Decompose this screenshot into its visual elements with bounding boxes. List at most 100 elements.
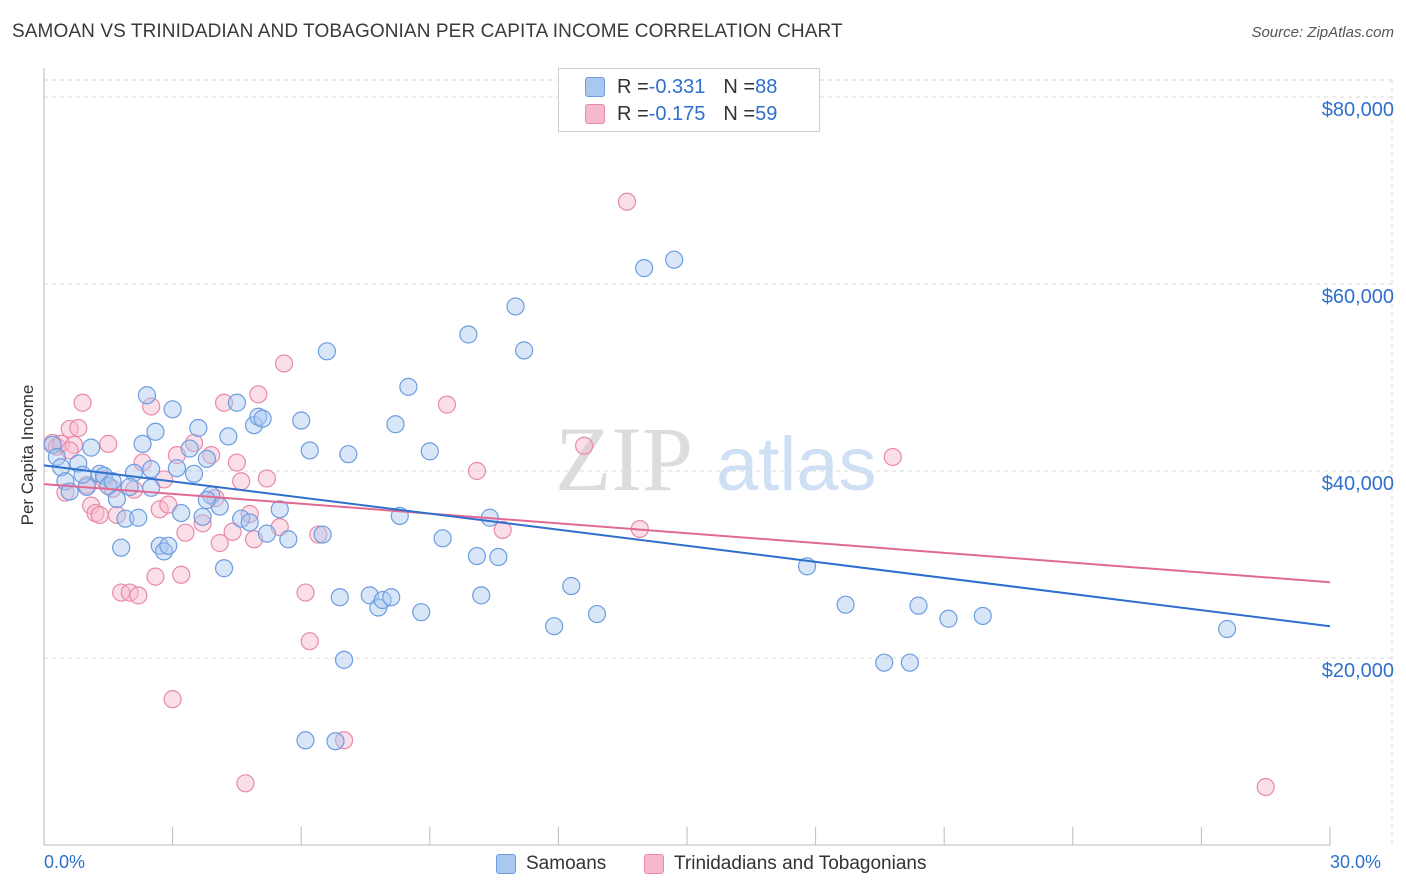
point-samoan <box>120 477 139 496</box>
point-samoan <box>382 588 401 607</box>
point-samoan <box>326 732 345 751</box>
x-tick-label-start: 0.0% <box>44 852 86 872</box>
point-samoan <box>489 547 508 567</box>
point-trinidadian <box>146 567 165 586</box>
point-trinidadian <box>210 533 229 553</box>
point-samoan <box>240 513 259 532</box>
point-trinidadian <box>249 385 268 404</box>
point-samoan <box>467 546 487 566</box>
point-samoan <box>292 411 311 430</box>
stats-row-samoans: R = -0.331 N = 88 <box>585 74 777 100</box>
point-samoan <box>193 507 212 526</box>
source-label: Source: ZipAtlas.com <box>1251 24 1394 41</box>
point-samoan <box>270 500 289 519</box>
point-trinidadian <box>214 393 234 412</box>
point-samoan <box>142 478 161 497</box>
point-samoan <box>399 377 418 396</box>
point-samoan <box>69 454 88 473</box>
point-samoan <box>386 415 405 434</box>
y-tick-label: $40,000 <box>1321 473 1394 495</box>
point-samoan <box>317 342 337 361</box>
point-samoan <box>296 731 315 750</box>
point-samoan <box>472 586 491 605</box>
y-tick-label: $60,000 <box>1321 286 1394 308</box>
point-samoan <box>47 447 66 467</box>
point-samoan <box>112 538 131 557</box>
point-samoan <box>909 596 928 615</box>
x-tick-label-end: 30.0% <box>1330 852 1382 872</box>
point-samoan <box>137 386 156 405</box>
point-samoan <box>300 441 319 460</box>
point-samoan <box>1218 619 1237 639</box>
point-samoan <box>939 609 958 628</box>
point-trinidadian <box>176 523 195 542</box>
point-samoan <box>587 604 607 624</box>
point-trinidadian <box>883 447 902 467</box>
point-samoan <box>184 464 204 483</box>
point-trinidadian <box>617 192 637 211</box>
point-samoan <box>163 400 182 419</box>
point-trinidadian <box>227 453 246 472</box>
point-trinidadian <box>223 522 242 541</box>
point-trinidadian <box>129 586 148 605</box>
point-samoan <box>412 603 431 622</box>
point-samoan <box>142 460 161 479</box>
point-samoan <box>227 393 246 412</box>
swatch-blue <box>496 854 516 874</box>
point-trinidadian <box>159 495 178 514</box>
point-trinidadian <box>99 434 118 453</box>
point-samoan <box>197 490 216 510</box>
point-trinidadian <box>236 774 255 793</box>
y-tick-label: $80,000 <box>1321 99 1394 121</box>
point-trinidadian <box>437 395 457 414</box>
point-trinidadian <box>257 469 277 488</box>
r-value-samoans: -0.331 <box>648 75 706 98</box>
point-samoan <box>459 325 478 344</box>
point-samoan <box>279 530 298 549</box>
point-samoan <box>420 442 439 461</box>
watermark-zip: ZIP <box>555 408 693 510</box>
y-tick-label: $20,000 <box>1321 660 1394 682</box>
point-trinidadian <box>142 397 161 416</box>
legend-label-samoans: Samoans <box>526 853 607 874</box>
point-samoan <box>339 445 358 464</box>
legend-item-samoans: Samoans <box>496 852 606 876</box>
swatch-pink <box>644 854 664 874</box>
trend-line-trinidadian <box>43 483 1331 584</box>
point-trinidadian <box>150 500 169 519</box>
point-samoan <box>545 617 564 636</box>
point-trinidadian <box>163 690 182 709</box>
point-trinidadian <box>296 583 315 602</box>
point-samoan <box>836 595 855 614</box>
point-trinidadian <box>493 520 512 540</box>
n-value-samoans: 88 <box>755 75 778 98</box>
stats-row-trinidadians: R = -0.175 N = 59 <box>585 101 777 127</box>
point-trinidadian <box>172 565 191 584</box>
chart-title: SAMOAN VS TRINIDADIAN AND TOBAGONIAN PER… <box>12 21 843 42</box>
series-samoan-points <box>43 250 1237 751</box>
point-samoan <box>214 559 234 578</box>
point-samoan <box>900 653 920 672</box>
point-trinidadian <box>467 461 487 481</box>
point-trinidadian <box>274 354 294 373</box>
point-trinidadian <box>309 525 328 544</box>
n-value-trinidadians: 59 <box>755 102 778 125</box>
trend-lines <box>43 464 1331 628</box>
point-samoan <box>180 439 199 458</box>
trend-line-samoan <box>43 464 1331 628</box>
point-samoan <box>197 449 216 468</box>
point-samoan <box>973 606 992 626</box>
point-trinidadian <box>69 418 88 438</box>
point-samoan <box>167 459 186 478</box>
point-trinidadian <box>1256 777 1275 797</box>
point-trinidadian <box>232 472 251 491</box>
point-samoan <box>129 508 148 527</box>
legend-item-trinidadians: Trinidadians and Tobagonians <box>644 852 926 876</box>
point-samoan <box>146 422 165 441</box>
point-samoan <box>433 529 452 548</box>
point-samoan <box>257 524 277 543</box>
point-trinidadian <box>575 436 594 455</box>
point-samoan <box>133 434 152 453</box>
point-samoan <box>107 489 126 509</box>
